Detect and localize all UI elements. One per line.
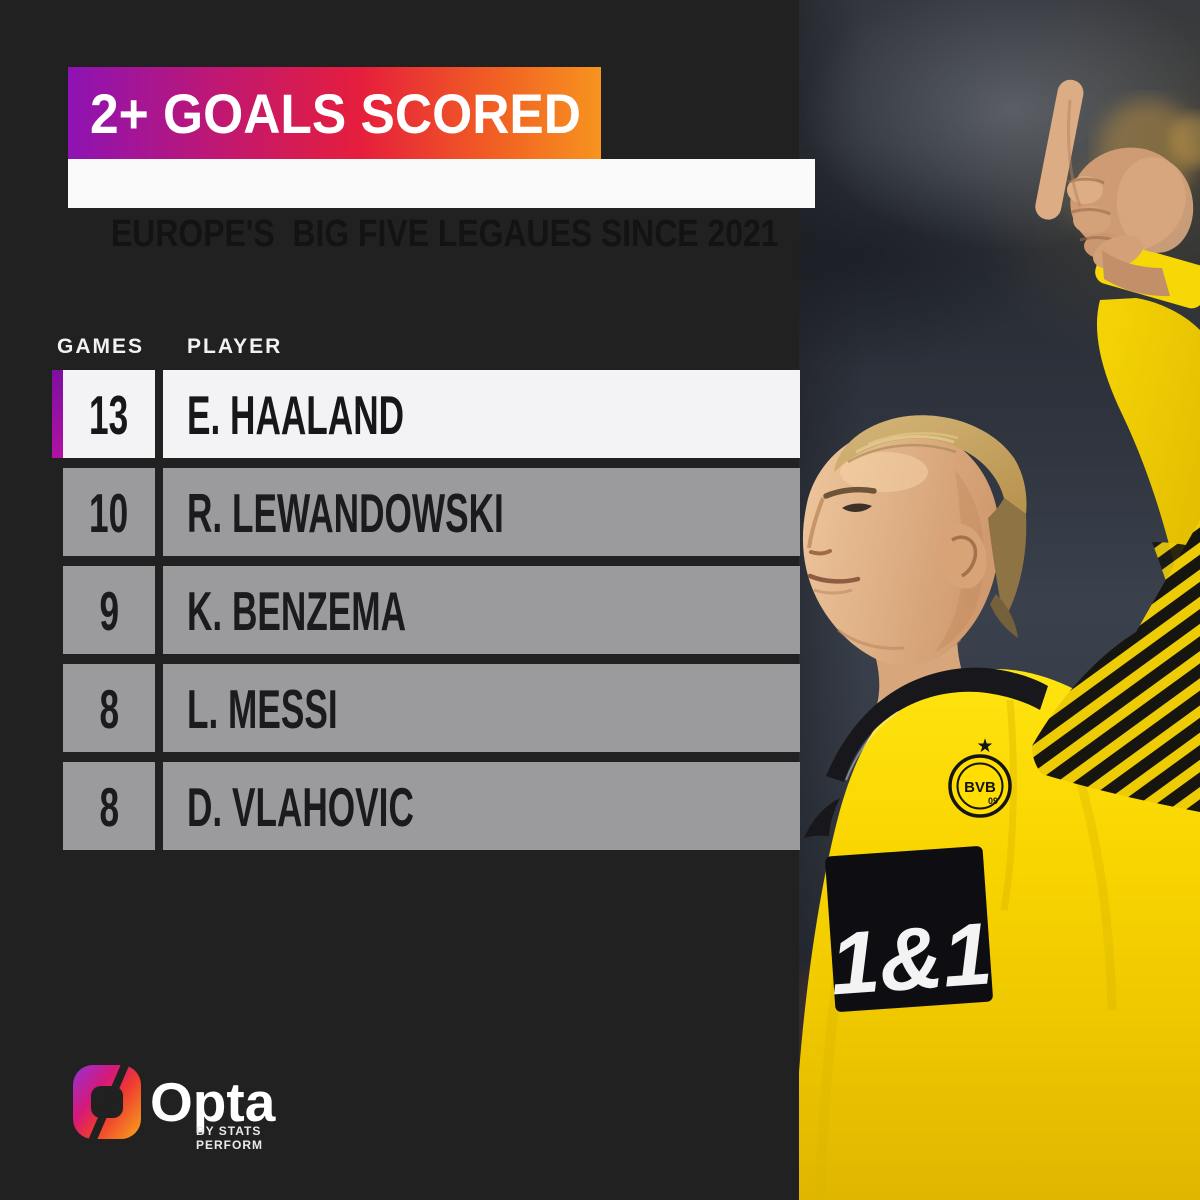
championship-star: ★	[976, 736, 993, 757]
shoulder-stripes	[1032, 520, 1200, 812]
table-row-benzema: 9 K. BENZEMA	[0, 566, 800, 654]
svg-text:1&1: 1&1	[827, 903, 995, 1013]
player-cell: D. VLAHOVIC	[163, 762, 800, 850]
page-title: 2+ GOALS SCORED	[90, 82, 581, 145]
games-cell: 8	[63, 664, 155, 752]
sponsor-patch: 1&1	[825, 846, 995, 1013]
table-row-haaland: 13 E. HAALAND	[0, 370, 800, 458]
player-cell: K. BENZEMA	[163, 566, 800, 654]
player-illustration: ★ BVB 09 1&1	[799, 79, 1200, 1200]
page-subtitle: EUROPE'S BIG FIVE LEGAUES SINCE 2021	[111, 213, 779, 255]
opta-logo-icon	[73, 1062, 141, 1142]
eyebrow	[823, 486, 877, 499]
player-cell: L. MESSI	[163, 664, 800, 752]
subtitle-banner: EUROPE'S BIG FIVE LEGAUES SINCE 2021	[68, 159, 815, 255]
player-head	[802, 415, 1027, 666]
player-column-header: PLAYER	[187, 335, 283, 358]
puma-logo-icon	[804, 798, 840, 838]
bvb-badge: BVB 09	[948, 754, 1012, 818]
table-row-vlahovic: 8 D. VLAHOVIC	[0, 762, 800, 850]
player-photo: ★ BVB 09 1&1	[799, 0, 1200, 1200]
mouth	[807, 573, 861, 584]
jersey: ★ BVB 09 1&1	[799, 520, 1200, 1200]
svg-text:BVB: BVB	[964, 779, 996, 796]
games-column-header: GAMES	[57, 335, 145, 358]
player-cell: E. HAALAND	[163, 370, 800, 458]
games-cell: 9	[63, 566, 155, 654]
player-cell: R. LEWANDOWSKI	[163, 468, 800, 556]
title-banner: 2+ GOALS SCORED	[68, 67, 601, 159]
ear	[937, 523, 987, 589]
collar	[826, 667, 1048, 782]
highlight-stripe	[52, 370, 63, 458]
stats-perform-label: BY STATS PERFORM	[196, 1124, 263, 1152]
table-row-lewandowski: 10 R. LEWANDOWSKI	[0, 468, 800, 556]
table-row-messi: 8 L. MESSI	[0, 664, 800, 752]
nose	[807, 497, 825, 549]
svg-text:09: 09	[988, 796, 998, 806]
games-cell: 13	[63, 370, 155, 458]
opta-wordmark: Opta	[150, 1071, 276, 1133]
games-cell: 8	[63, 762, 155, 850]
games-cell: 10	[63, 468, 155, 556]
pointing-hand	[1035, 79, 1194, 297]
eye	[842, 503, 872, 512]
